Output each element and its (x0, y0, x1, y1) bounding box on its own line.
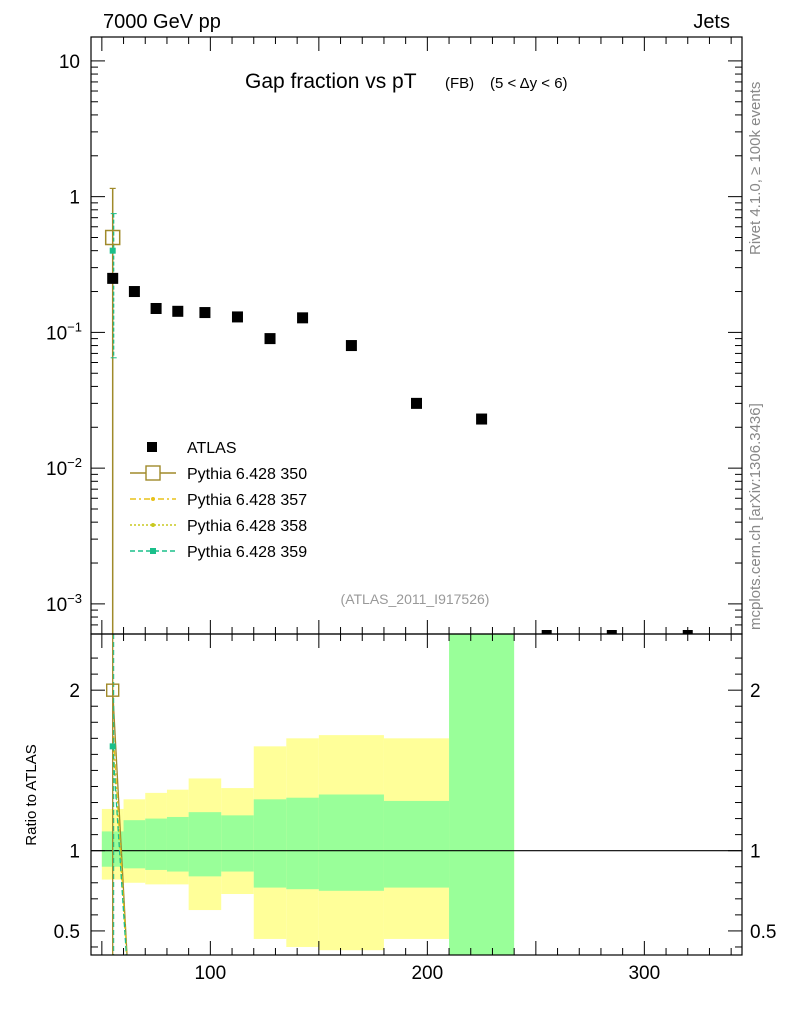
analysis-id: (ATLAS_2011_I917526) (341, 591, 490, 607)
y-tick-label: 10−3 (46, 591, 82, 616)
green-band-bin (318, 794, 384, 891)
legend-marker-atlas (147, 442, 157, 452)
atlas-point (345, 340, 357, 352)
green-band-bin (123, 820, 146, 869)
y-tick-label: 10−1 (46, 319, 82, 344)
ratio-ylabel: Ratio to ATLAS (23, 744, 40, 845)
chart-title: Gap fraction vs pT (FB) (5 < Δy < 6) (245, 70, 568, 93)
ratio-line-4 (112, 746, 128, 955)
ratio-y-tick-label: 0.5 (54, 922, 80, 943)
legend-marker-357 (151, 497, 155, 501)
ratio-y-tick-label-right: 1 (750, 842, 761, 863)
legend-label: Pythia 6.428 350 (187, 466, 307, 483)
green-band-bin (286, 797, 319, 890)
ratio-y-tick-label-right: 0.5 (750, 922, 776, 943)
atlas-point (150, 302, 162, 314)
ratio-frame (90, 633, 743, 956)
legend-marker-359 (150, 548, 156, 554)
header-right: Jets (693, 11, 730, 33)
atlas-point (264, 333, 276, 345)
green-band-bin (221, 815, 254, 872)
title-range: (5 < Δy < 6) (490, 75, 568, 92)
y-tick-label: 10 (59, 52, 80, 73)
x-tick-label: 100 (194, 963, 226, 984)
green-band-bin (383, 800, 450, 888)
ratio-bands (101, 634, 515, 955)
atlas-point (231, 311, 243, 323)
atlas-point (541, 630, 552, 634)
x-tick-label: 200 (411, 963, 443, 984)
title-sub: (FB) (445, 75, 474, 92)
legend-marker-350 (145, 465, 161, 481)
legend-label: Pythia 6.428 359 (187, 544, 307, 561)
green-band-bin (166, 816, 189, 872)
ratio-marker-350 (105, 683, 120, 697)
title-main: Gap fraction vs pT (245, 70, 417, 93)
rivet-label: Rivet 4.1.0, ≥ 100k events (747, 82, 764, 255)
atlas-point (606, 630, 617, 634)
atlas-point (199, 307, 211, 319)
green-band-bin (253, 799, 287, 888)
top-series (104, 187, 693, 634)
atlas-point (411, 397, 422, 409)
x-tick-label: 300 (628, 963, 660, 984)
mc-marker-359 (109, 247, 116, 254)
legend: ATLAS Pythia 6.428 350 Pythia 6.428 357 Pyt… (130, 440, 307, 561)
green-band-bin (449, 634, 515, 955)
ratio-series (105, 634, 128, 955)
legend-marker-358 (151, 523, 155, 527)
y-tick-label: 10−2 (46, 455, 82, 480)
mcplots-label: mcplots.cern.ch [arXiv:1306.3436] (747, 403, 764, 630)
ratio-y-tick-label: 2 (69, 681, 80, 702)
atlas-point (107, 272, 119, 284)
ratio-y-tick-label-right: 2 (750, 681, 761, 702)
legend-label: Pythia 6.428 358 (187, 518, 307, 535)
mc-marker-350 (104, 229, 121, 246)
legend-label: ATLAS (187, 440, 237, 457)
atlas-point (128, 286, 140, 298)
header-left: 7000 GeV pp (103, 11, 221, 33)
legend-label: Pythia 6.428 357 (187, 492, 307, 509)
green-band-bin (145, 818, 167, 870)
atlas-point (172, 305, 184, 317)
y-tick-label: 1 (69, 188, 80, 209)
green-band-bin (188, 812, 222, 877)
ratio-y-tick-label: 1 (69, 842, 80, 863)
ratio-marker-359 (109, 743, 116, 750)
atlas-point (476, 413, 488, 425)
atlas-point (297, 312, 309, 324)
